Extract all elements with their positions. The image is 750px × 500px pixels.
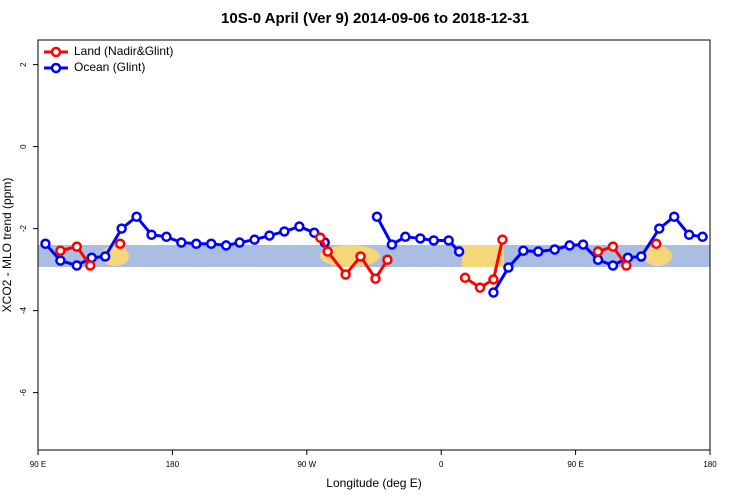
point: [71, 260, 83, 271]
point: [386, 239, 398, 250]
point: [205, 238, 217, 250]
point: [564, 240, 575, 251]
point: [176, 237, 187, 248]
point: [453, 246, 465, 257]
point: [607, 241, 619, 252]
point: [294, 221, 305, 232]
y-axis-label: XCO2 - MLO trend (ppm): [0, 178, 14, 313]
point: [488, 287, 499, 298]
x-tick-label: 180: [166, 460, 180, 469]
point: [131, 211, 142, 222]
point: [415, 233, 426, 244]
y-tick-label: -6: [19, 388, 28, 396]
point: [592, 254, 604, 266]
point: [668, 211, 680, 222]
point: [497, 234, 508, 245]
point: [99, 251, 111, 262]
point: [370, 273, 381, 284]
point: [683, 229, 695, 240]
point: [71, 241, 83, 252]
point: [85, 260, 96, 271]
point: [279, 226, 290, 237]
point: [355, 251, 366, 262]
point: [264, 230, 275, 241]
x-tick-label: 90 E: [567, 460, 583, 469]
point: [533, 246, 544, 257]
point: [55, 255, 66, 266]
point: [518, 245, 529, 256]
point: [653, 223, 665, 234]
point: [116, 223, 127, 234]
x-tick-label: 180: [703, 460, 717, 469]
x-tick-label: 90 E: [30, 460, 46, 469]
point: [234, 237, 245, 248]
point: [382, 254, 393, 266]
point: [371, 211, 383, 222]
y-tick-label: -2: [19, 224, 28, 232]
point: [697, 231, 708, 243]
legend-marker: [50, 46, 62, 58]
legend-label: Ocean (Glint): [74, 60, 145, 74]
legend-marker: [50, 62, 62, 74]
land-shape: [644, 246, 672, 266]
point: [322, 246, 333, 257]
legend-label: Land (Nadir&Glint): [74, 44, 173, 58]
point: [577, 239, 589, 250]
point: [55, 245, 66, 256]
point: [314, 232, 326, 243]
y-tick-label: 2: [19, 62, 28, 67]
point: [249, 234, 260, 245]
point: [443, 235, 454, 246]
point: [146, 229, 157, 240]
point: [161, 231, 172, 243]
point: [191, 238, 202, 250]
x-axis-label: Longitude (deg E): [326, 476, 421, 490]
plot-frame: [37, 39, 711, 451]
point: [428, 235, 439, 246]
point: [636, 251, 647, 262]
point: [488, 274, 499, 285]
point: [400, 231, 411, 243]
point: [549, 244, 560, 255]
x-tick-label: 0: [439, 460, 444, 469]
point: [474, 282, 486, 293]
point: [607, 260, 619, 271]
point: [459, 272, 471, 284]
chart-title: 10S-0 April (Ver 9) 2014-09-06 to 2018-1…: [221, 10, 529, 27]
y-tick-label: 0: [19, 144, 28, 149]
y-tick-label: -4: [19, 306, 28, 314]
point: [503, 262, 514, 273]
point: [220, 240, 232, 251]
point: [621, 260, 632, 271]
point: [592, 246, 604, 257]
point: [650, 238, 662, 250]
point: [340, 269, 351, 280]
point: [114, 238, 126, 250]
point: [40, 238, 51, 250]
x-tick-label: 90 W: [297, 460, 316, 469]
land-shape: [462, 245, 504, 267]
